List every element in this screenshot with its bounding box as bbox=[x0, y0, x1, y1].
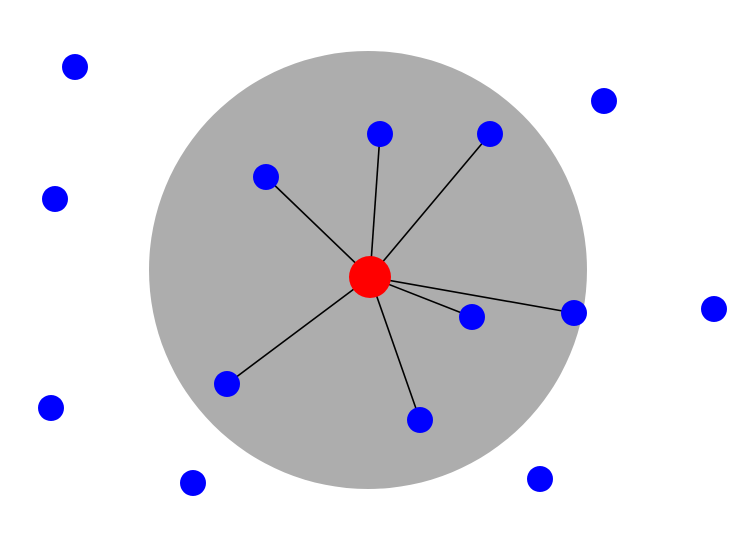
node-n14 bbox=[527, 466, 553, 492]
node-n2 bbox=[367, 121, 393, 147]
node-n4 bbox=[253, 164, 279, 190]
node-n11 bbox=[407, 407, 433, 433]
node-n9 bbox=[701, 296, 727, 322]
node-n5 bbox=[591, 88, 617, 114]
nodes-group bbox=[38, 54, 727, 496]
edge-center-n11 bbox=[369, 276, 421, 421]
node-n13 bbox=[180, 470, 206, 496]
node-n10 bbox=[214, 371, 240, 397]
edge-center-n4 bbox=[265, 176, 371, 278]
node-n7 bbox=[561, 300, 587, 326]
node-n3 bbox=[477, 121, 503, 147]
edge-center-n10 bbox=[226, 276, 371, 385]
edge-center-n2 bbox=[369, 133, 381, 278]
node-n12 bbox=[38, 395, 64, 421]
edge-center-n3 bbox=[369, 133, 491, 278]
node-n1 bbox=[62, 54, 88, 80]
edge-center-n7 bbox=[369, 276, 575, 314]
node-n8 bbox=[459, 304, 485, 330]
center-node bbox=[349, 256, 391, 298]
node-n6 bbox=[42, 186, 68, 212]
